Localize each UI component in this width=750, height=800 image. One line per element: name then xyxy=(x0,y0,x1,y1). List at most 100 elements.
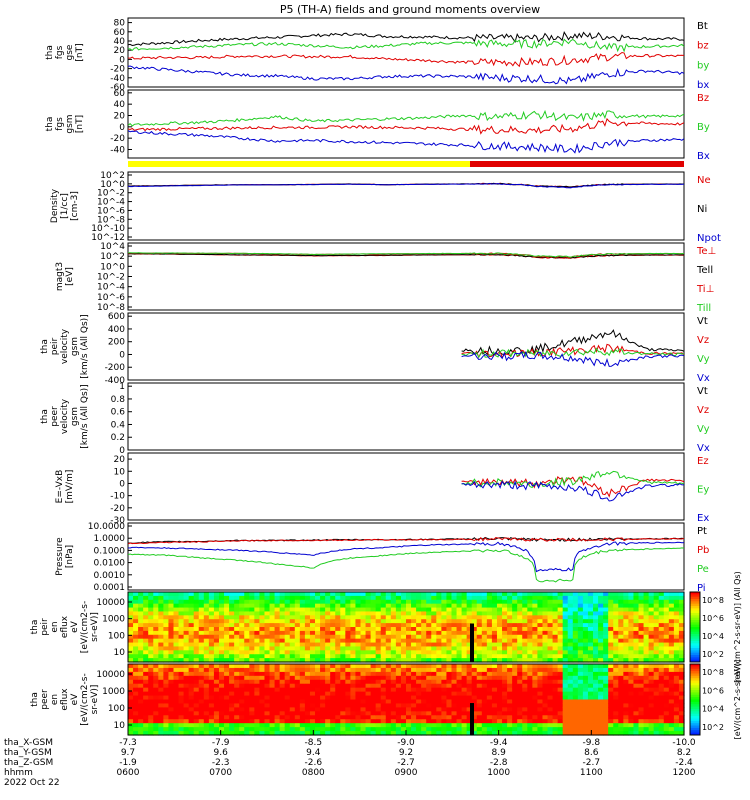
spec-cell xyxy=(249,623,255,628)
x-row-label: tha_Y-GSM xyxy=(4,748,52,758)
spec-cell xyxy=(264,650,271,655)
spec-cell xyxy=(557,723,564,728)
spec-cell xyxy=(153,675,159,681)
spec-cell xyxy=(557,715,564,720)
spec-cell xyxy=(289,607,296,613)
spec-cell xyxy=(299,727,306,732)
spec-cell xyxy=(208,634,215,640)
spec-cell xyxy=(370,731,377,736)
spec-cell xyxy=(411,691,417,697)
spec-cell xyxy=(390,727,397,732)
spec-cell xyxy=(289,691,296,697)
spec-cell xyxy=(143,599,149,605)
spec-cell xyxy=(304,615,311,620)
spec-cell xyxy=(400,723,407,728)
spec-cell xyxy=(320,727,326,732)
spec-cell xyxy=(375,623,382,628)
spec-cell xyxy=(431,679,437,685)
spec-cell xyxy=(542,630,549,636)
spec-cell xyxy=(547,727,554,732)
y-tick-label: -400 xyxy=(105,376,126,386)
spec-cell xyxy=(502,695,508,701)
spec-cell xyxy=(491,699,498,705)
spec-cell xyxy=(345,654,351,659)
panel-frame xyxy=(127,382,685,451)
spec-cell xyxy=(587,679,594,685)
spec-cell xyxy=(502,619,508,624)
spec-cell xyxy=(673,654,680,659)
spec-cell xyxy=(153,727,159,732)
spec-cell xyxy=(411,707,417,712)
spec-cell xyxy=(133,611,139,616)
spec-cell xyxy=(608,592,614,597)
spec-cell xyxy=(244,619,250,624)
spec-cell xyxy=(395,607,402,613)
spec-cell xyxy=(451,731,458,736)
y-tick-label: 60 xyxy=(114,28,126,38)
spec-cell xyxy=(598,703,604,708)
spec-cell xyxy=(648,731,655,736)
spec-cell xyxy=(299,650,306,655)
spec-cell xyxy=(218,731,225,736)
spec-cell xyxy=(360,595,367,601)
spec-cell xyxy=(133,623,139,628)
spec-cell xyxy=(481,691,488,697)
spec-cell xyxy=(411,683,417,689)
spec-cell xyxy=(603,691,609,697)
spec-cell xyxy=(668,667,675,673)
spec-cell xyxy=(254,727,261,732)
spec-cell xyxy=(537,699,544,705)
spec-cell xyxy=(638,603,645,609)
spec-cell xyxy=(279,646,286,651)
spec-cell xyxy=(471,627,478,632)
spec-cell xyxy=(203,723,210,728)
spec-cell xyxy=(143,699,149,705)
spec-cell xyxy=(557,707,564,712)
spec-cell xyxy=(476,699,483,705)
spec-cell xyxy=(304,703,311,708)
spec-cell xyxy=(436,638,442,644)
spec-cell xyxy=(153,703,159,708)
spec-cell xyxy=(143,703,149,708)
spec-cell xyxy=(603,642,609,648)
spec-cell xyxy=(507,731,513,736)
spec-cell xyxy=(173,615,180,620)
spec-cell xyxy=(335,667,341,673)
spec-cell xyxy=(178,658,185,663)
spec-cell xyxy=(325,715,331,720)
spec-cell xyxy=(193,658,200,663)
spec-cell xyxy=(345,664,351,669)
spec-cell xyxy=(229,595,235,601)
spec-cell xyxy=(234,731,240,736)
spec-cell xyxy=(360,654,367,659)
spec-cell xyxy=(203,592,210,597)
spec-cell xyxy=(567,592,574,597)
spec-cell xyxy=(304,731,311,736)
spec-cell xyxy=(603,687,609,693)
spec-cell xyxy=(370,664,377,669)
spec-cell xyxy=(229,619,235,624)
spec-cell xyxy=(315,630,321,636)
spec-cell xyxy=(613,603,619,609)
spec-cell xyxy=(537,687,544,693)
spec-cell xyxy=(633,719,640,724)
spec-cell xyxy=(476,703,483,708)
spec-cell xyxy=(133,683,139,689)
spec-cell xyxy=(208,667,215,673)
spec-cell xyxy=(390,638,397,644)
spec-cell xyxy=(593,683,599,689)
spec-cell xyxy=(623,658,629,663)
spec-cell xyxy=(395,638,402,644)
spec-cell xyxy=(446,723,453,728)
spec-cell xyxy=(486,707,493,712)
spec-cell xyxy=(345,615,351,620)
y-axis-label: [1/cc] xyxy=(60,193,70,219)
spec-cell xyxy=(193,642,200,648)
spec-cell xyxy=(158,642,164,648)
spec-cell xyxy=(213,638,220,644)
spec-cell xyxy=(668,699,675,705)
spec-cell xyxy=(274,638,281,644)
spec-cell xyxy=(562,711,569,716)
spec-cell xyxy=(653,671,660,677)
spec-cell xyxy=(658,642,665,648)
